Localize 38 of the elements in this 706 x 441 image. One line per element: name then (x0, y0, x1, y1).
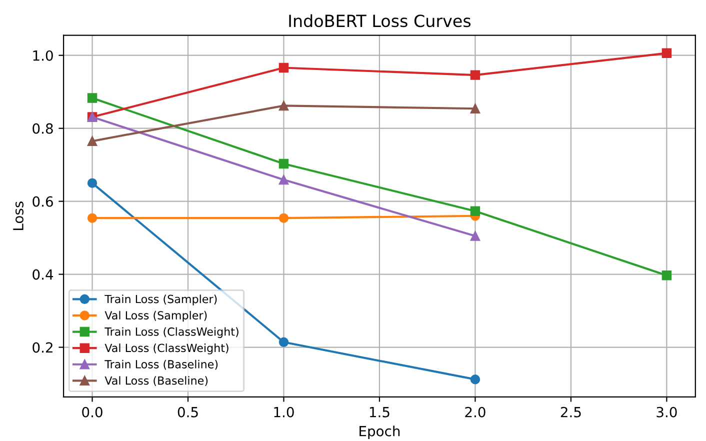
point (470, 231, 480, 241)
point (278, 213, 289, 223)
y-tick-label: 0.6 (32, 196, 53, 207)
point (278, 337, 289, 348)
chart-title: IndoBERT Loss Curves (289, 14, 471, 28)
legend-label: Train Loss (Baseline) (104, 360, 218, 370)
point (662, 270, 672, 280)
x-tick-label: 1.0 (274, 406, 294, 418)
point (470, 206, 480, 216)
point (278, 158, 289, 169)
legend-label: Train Loss (Sampler) (104, 294, 217, 306)
y-tick-label: 0.2 (32, 342, 52, 353)
y-tick-label: 0.8 (32, 123, 53, 134)
point (662, 48, 672, 58)
x-tick-label: 2.5 (560, 406, 581, 418)
point (278, 62, 289, 73)
point (87, 213, 98, 223)
y-axis-title: Loss (13, 202, 24, 230)
legend-label: Val Loss (Baseline) (104, 376, 208, 386)
x-tick-label: 1.5 (370, 407, 390, 418)
point (87, 93, 98, 103)
legend-label: Val Loss (Sampler) (104, 310, 207, 322)
x-tick-label: 0.0 (82, 406, 102, 418)
y-tick-label: 0.4 (32, 269, 54, 280)
legend-label: Val Loss (ClassWeight) (104, 344, 228, 354)
x-tick-label: 2.0 (465, 406, 486, 418)
point (278, 100, 289, 111)
point (470, 70, 480, 80)
x-tick-label: 0.5 (178, 406, 198, 418)
y-tick-label: 1.0 (33, 50, 53, 61)
x-tick-label: 3.0 (656, 406, 677, 418)
legend-label: Train Loss (ClassWeight) (104, 327, 238, 338)
point (87, 136, 98, 146)
point (470, 374, 480, 384)
point (87, 178, 98, 188)
x-axis-title: Epoch (360, 426, 400, 440)
point (278, 174, 289, 185)
point (470, 104, 480, 114)
